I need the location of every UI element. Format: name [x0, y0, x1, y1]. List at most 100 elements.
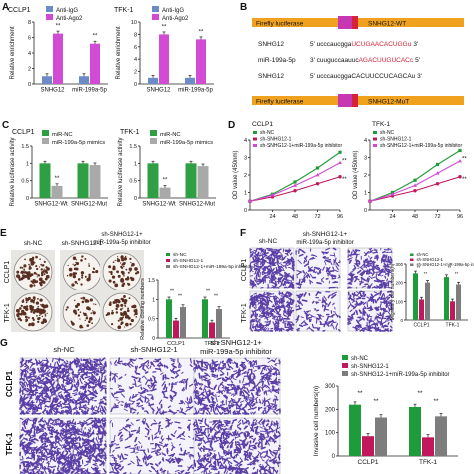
panel-label-g: G	[0, 338, 8, 349]
colony	[117, 274, 121, 278]
stained-cell	[261, 375, 264, 380]
stained-cell	[268, 449, 272, 453]
stained-cell	[372, 286, 377, 289]
stained-cell	[269, 452, 274, 457]
panel-label-f: F	[240, 228, 246, 239]
stained-cell	[151, 434, 154, 441]
stained-cell	[279, 270, 282, 273]
colony	[117, 271, 119, 274]
colony	[122, 298, 125, 300]
stained-cell	[237, 370, 242, 376]
stained-cell	[322, 280, 325, 283]
stained-cell	[57, 367, 61, 373]
stained-cell	[87, 445, 90, 449]
stained-cell	[57, 370, 62, 373]
stained-cell	[89, 368, 95, 371]
stained-cell	[64, 441, 70, 447]
stained-cell	[222, 428, 225, 432]
stained-cell	[57, 447, 61, 450]
stained-cell	[337, 275, 341, 279]
colony	[38, 314, 41, 317]
stained-cell	[239, 400, 245, 403]
colony	[37, 317, 40, 321]
stained-cell	[347, 304, 352, 309]
stained-cell	[252, 458, 257, 463]
stained-cell	[70, 381, 74, 388]
stained-cell	[155, 449, 159, 455]
bar-mir-nc-snhg12-mut	[185, 163, 197, 198]
colony	[68, 267, 73, 272]
stained-cell	[250, 412, 253, 415]
stained-cell	[137, 458, 141, 462]
stained-cell	[181, 458, 184, 461]
stained-cell	[227, 358, 232, 365]
stained-cell	[263, 465, 268, 470]
stained-cell	[203, 455, 207, 459]
stained-cell	[266, 275, 270, 279]
stained-cell	[104, 388, 107, 394]
stained-cell	[274, 406, 278, 408]
stained-cell	[245, 469, 249, 474]
stained-cell	[128, 396, 132, 401]
stained-cell	[231, 421, 235, 425]
stained-cell	[136, 455, 139, 459]
stained-cell	[137, 404, 144, 408]
stained-cell	[144, 396, 150, 400]
stained-cell	[132, 448, 136, 454]
stained-cell	[64, 467, 71, 473]
stained-cell	[65, 429, 70, 432]
stained-cell	[54, 362, 56, 367]
stained-cell	[305, 314, 308, 319]
colony	[114, 283, 119, 288]
stained-cell	[210, 406, 213, 413]
stained-cell	[72, 426, 76, 430]
stained-cell	[239, 387, 244, 391]
stained-cell	[330, 322, 333, 327]
stained-cell	[69, 410, 72, 414]
stained-cell	[23, 384, 26, 388]
stained-cell	[245, 449, 250, 454]
stained-cell	[196, 436, 200, 439]
stained-cell	[66, 432, 72, 436]
stained-cell	[171, 442, 173, 445]
stained-cell	[200, 462, 205, 468]
stained-cell	[245, 420, 248, 424]
stained-cell	[163, 376, 170, 380]
stained-cell	[174, 371, 178, 375]
stained-cell	[137, 469, 142, 474]
panel-label-e: E	[0, 228, 7, 239]
stained-cell	[53, 423, 58, 426]
stained-cell	[251, 363, 255, 369]
stained-cell	[102, 396, 107, 401]
stained-cell	[290, 260, 295, 263]
stained-cell	[92, 375, 96, 378]
stained-cell	[43, 469, 47, 474]
colony	[72, 256, 77, 260]
stained-cell	[218, 366, 220, 372]
stained-cell	[83, 463, 89, 467]
colony	[42, 264, 45, 267]
stained-cell	[273, 459, 278, 464]
stained-cell	[67, 464, 73, 469]
bar-mir-199a-5p-mimics-snhg12-mut	[89, 165, 101, 198]
stained-cell	[285, 303, 289, 308]
stained-cell	[59, 431, 62, 437]
stained-cell	[49, 408, 52, 414]
stained-cell	[61, 427, 65, 430]
stained-cell	[267, 276, 272, 280]
stained-cell	[87, 401, 90, 405]
stained-cell	[249, 360, 253, 365]
stained-cell	[387, 321, 390, 325]
stained-cell	[368, 275, 373, 279]
stained-cell	[200, 471, 204, 473]
stained-cell	[368, 255, 370, 258]
stained-cell	[187, 453, 193, 456]
stained-cell	[325, 247, 331, 251]
stained-cell	[226, 368, 231, 371]
stained-cell	[366, 296, 370, 299]
stained-cell	[26, 390, 30, 393]
stained-cell	[29, 403, 33, 407]
stained-cell	[112, 406, 119, 409]
stained-cell	[80, 469, 84, 472]
stained-cell	[57, 418, 60, 422]
